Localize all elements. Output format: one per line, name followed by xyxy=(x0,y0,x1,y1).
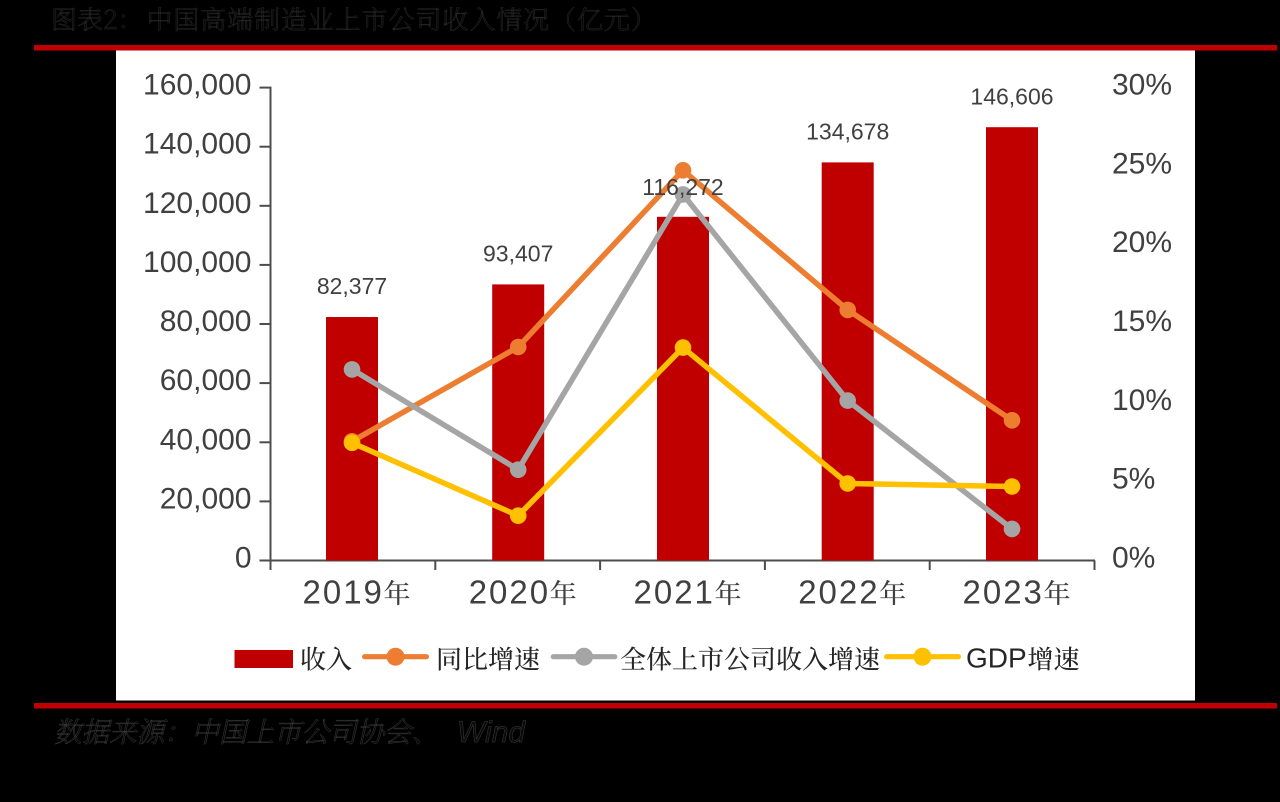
svg-text:93,407: 93,407 xyxy=(483,241,553,267)
svg-text:120,000: 120,000 xyxy=(143,187,251,220)
svg-text:2021: 2021 xyxy=(634,574,715,611)
svg-text:GDP: GDP xyxy=(966,643,1027,674)
svg-text:20,000: 20,000 xyxy=(160,482,252,515)
svg-text:Wind: Wind xyxy=(457,716,526,749)
svg-text:40,000: 40,000 xyxy=(160,423,252,456)
svg-text:82,377: 82,377 xyxy=(317,273,387,299)
svg-text:25%: 25% xyxy=(1112,147,1172,180)
svg-text:2023: 2023 xyxy=(963,574,1044,611)
svg-text:0%: 0% xyxy=(1112,542,1155,575)
svg-text:20%: 20% xyxy=(1112,226,1172,259)
svg-text:134,678: 134,678 xyxy=(806,119,889,145)
svg-text:100,000: 100,000 xyxy=(143,246,251,279)
svg-text:116,272: 116,272 xyxy=(642,174,723,200)
svg-text:60,000: 60,000 xyxy=(160,364,252,397)
svg-text:2022: 2022 xyxy=(798,574,879,611)
svg-text:80,000: 80,000 xyxy=(160,305,252,338)
svg-text:140,000: 140,000 xyxy=(143,128,251,161)
svg-text:5%: 5% xyxy=(1112,463,1155,496)
svg-text:146,606: 146,606 xyxy=(970,83,1053,109)
svg-text:0: 0 xyxy=(235,542,252,575)
svg-text:2019: 2019 xyxy=(303,574,384,611)
svg-text:30%: 30% xyxy=(1112,69,1172,102)
svg-text:2020: 2020 xyxy=(469,574,550,611)
svg-text:160,000: 160,000 xyxy=(143,69,251,102)
svg-text:15%: 15% xyxy=(1112,305,1172,338)
svg-text:10%: 10% xyxy=(1112,384,1172,417)
